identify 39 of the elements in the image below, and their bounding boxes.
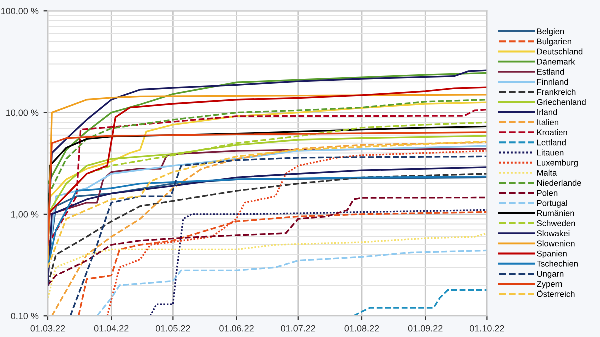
legend-label: Bulgarien — [538, 38, 572, 46]
legend-label: Portugal — [538, 200, 568, 208]
legend-label: Kroatien — [538, 129, 568, 136]
x-tick-label: 01.06.22 — [220, 325, 254, 332]
x-tick-label: 01.09.22 — [408, 325, 443, 332]
legend-label: Deutschland — [538, 48, 583, 55]
legend-label: Lettland — [538, 140, 566, 146]
legend-label: Österreich — [537, 290, 575, 298]
legend-label: Spanien — [537, 250, 567, 258]
legend-label: Polen — [538, 190, 558, 196]
legend-label: Litauen — [538, 150, 564, 156]
legend-label: Estland — [538, 68, 564, 75]
y-tick-label: 0,10 % — [11, 313, 39, 321]
x-tick-label: 01.04.22 — [94, 325, 129, 332]
x-tick-label: 01.07.22 — [281, 325, 316, 332]
legend-label: Belgien — [538, 28, 564, 36]
x-tick-label: 01.05.22 — [156, 325, 190, 332]
legend-label: Niederlande — [538, 180, 582, 186]
legend-label: Slowakei — [537, 230, 570, 237]
legend-label: Tschechien — [537, 260, 578, 267]
x-tick-label: 01.08.22 — [344, 325, 380, 332]
legend-label: Dänemark — [538, 58, 576, 65]
legend-label: Italien — [538, 119, 559, 126]
y-tick-label: 1,00 % — [12, 211, 39, 219]
y-tick-label: 10,00 % — [6, 110, 39, 118]
legend-label: Slowenien — [537, 240, 575, 247]
legend-label: Rumänien — [538, 210, 574, 216]
legend-label: Finnland — [538, 78, 568, 86]
y-tick-label: 100,00 % — [2, 8, 39, 16]
x-tick-label: 01.10.22 — [470, 325, 504, 332]
legend-label: Irland — [538, 109, 558, 116]
legend-label: Schweden — [537, 220, 576, 226]
legend-label: Frankreich — [538, 89, 576, 96]
x-tick-label: 01.03.22 — [30, 325, 66, 332]
legend-label: Ungarn — [537, 271, 564, 279]
legend-label: Griechenland — [537, 99, 586, 106]
legend-label: Malta — [538, 170, 558, 176]
legend-label: Luxemburg — [538, 160, 578, 168]
legend-label: Zypern — [537, 281, 562, 289]
